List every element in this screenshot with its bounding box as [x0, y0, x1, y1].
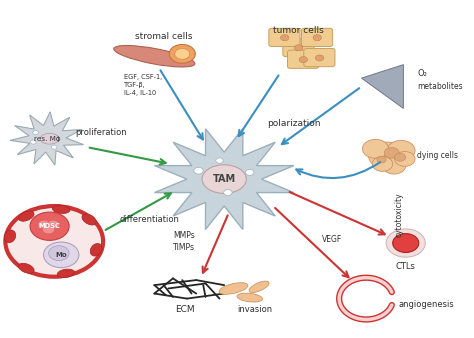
Circle shape: [5, 206, 103, 277]
Circle shape: [30, 212, 69, 240]
Text: Mo: Mo: [55, 252, 67, 258]
Circle shape: [43, 225, 55, 234]
Circle shape: [175, 48, 190, 59]
Text: TAM: TAM: [213, 174, 236, 184]
Text: cytotoxicity: cytotoxicity: [394, 192, 403, 237]
Ellipse shape: [90, 244, 102, 256]
Ellipse shape: [202, 165, 246, 193]
Polygon shape: [155, 129, 294, 230]
Text: VEGF: VEGF: [322, 235, 342, 244]
FancyBboxPatch shape: [287, 50, 319, 68]
Circle shape: [38, 220, 50, 229]
Circle shape: [387, 140, 415, 161]
Circle shape: [47, 220, 59, 229]
Circle shape: [368, 142, 406, 169]
Ellipse shape: [18, 263, 34, 273]
Ellipse shape: [53, 205, 70, 214]
Polygon shape: [362, 65, 403, 108]
Ellipse shape: [57, 269, 74, 277]
Circle shape: [224, 190, 232, 196]
Text: proliferation: proliferation: [75, 128, 127, 137]
Circle shape: [394, 151, 415, 166]
Circle shape: [392, 234, 419, 252]
Ellipse shape: [237, 293, 263, 302]
Text: invasion: invasion: [237, 305, 272, 314]
Circle shape: [30, 140, 36, 144]
Circle shape: [372, 156, 392, 171]
Circle shape: [169, 45, 195, 63]
Ellipse shape: [4, 230, 16, 243]
Text: tumor cells: tumor cells: [273, 26, 324, 35]
Circle shape: [49, 246, 69, 261]
FancyArrowPatch shape: [296, 162, 380, 178]
FancyBboxPatch shape: [283, 39, 314, 56]
Circle shape: [44, 242, 79, 268]
Ellipse shape: [82, 214, 96, 225]
Circle shape: [313, 35, 321, 41]
Circle shape: [363, 139, 389, 158]
Text: dying cells: dying cells: [418, 151, 458, 160]
FancyBboxPatch shape: [269, 28, 300, 46]
Text: polarization: polarization: [267, 119, 321, 128]
Ellipse shape: [219, 283, 248, 294]
Text: angiogenesis: angiogenesis: [399, 300, 455, 309]
Text: metabolites: metabolites: [418, 82, 463, 91]
Circle shape: [394, 153, 406, 161]
Circle shape: [294, 45, 303, 51]
Circle shape: [52, 145, 57, 149]
Text: res. Mϕ: res. Mϕ: [34, 136, 61, 142]
Ellipse shape: [18, 211, 34, 221]
Circle shape: [299, 56, 308, 63]
Polygon shape: [10, 112, 83, 165]
Circle shape: [33, 130, 38, 135]
Circle shape: [383, 157, 406, 174]
Text: O₂: O₂: [418, 69, 427, 77]
Circle shape: [377, 156, 386, 163]
Circle shape: [386, 229, 425, 257]
Ellipse shape: [40, 133, 59, 144]
Circle shape: [194, 167, 203, 174]
Circle shape: [384, 147, 399, 158]
Text: CTLs: CTLs: [396, 262, 416, 270]
Circle shape: [315, 55, 324, 61]
FancyBboxPatch shape: [301, 28, 333, 46]
Ellipse shape: [249, 281, 269, 292]
FancyBboxPatch shape: [304, 48, 335, 67]
Circle shape: [246, 169, 254, 175]
Circle shape: [216, 158, 223, 163]
Text: differentiation: differentiation: [119, 215, 179, 224]
Text: stromal cells: stromal cells: [135, 31, 192, 41]
Text: EGF, CSF-1,
TGF-β,
IL-4, IL-10: EGF, CSF-1, TGF-β, IL-4, IL-10: [124, 74, 162, 96]
Circle shape: [281, 35, 289, 41]
Text: MDSC: MDSC: [39, 223, 61, 229]
Text: MMPs
TIMPs: MMPs TIMPs: [173, 231, 195, 252]
Ellipse shape: [114, 46, 195, 67]
Text: ECM: ECM: [175, 305, 194, 314]
